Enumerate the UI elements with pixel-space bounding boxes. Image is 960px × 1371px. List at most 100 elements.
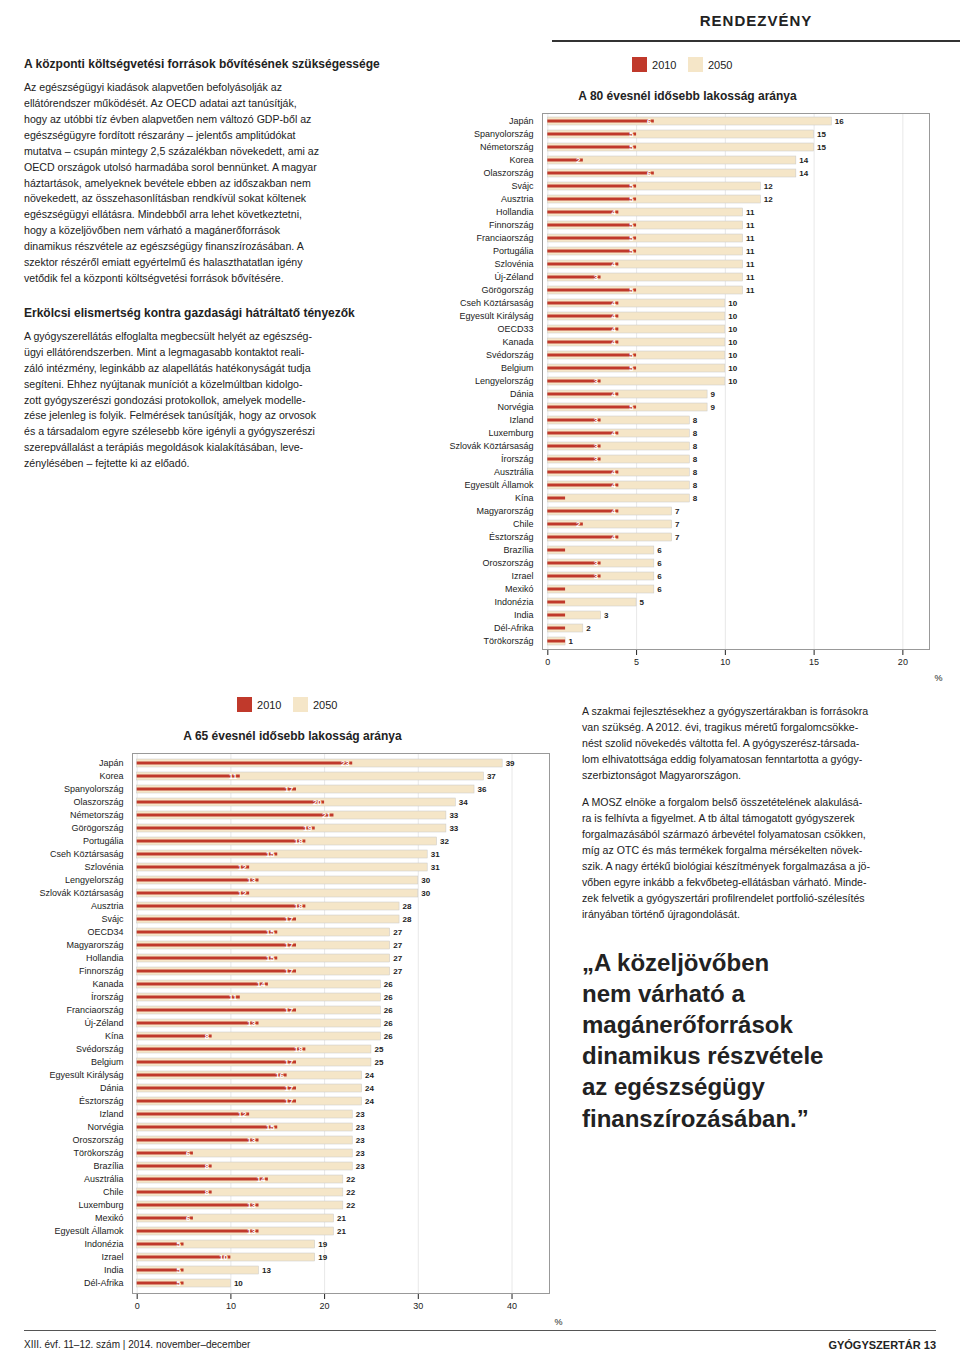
svg-text:10: 10 (728, 377, 737, 386)
svg-text:27: 27 (393, 954, 402, 963)
svg-text:Brazília: Brazília (503, 545, 533, 555)
svg-text:10: 10 (728, 312, 737, 321)
svg-text:4: 4 (611, 312, 616, 321)
svg-text:Kína: Kína (105, 1031, 124, 1041)
svg-text:5: 5 (629, 234, 634, 243)
svg-text:8: 8 (693, 481, 698, 490)
svg-text:Egyesült Államok: Egyesült Államok (54, 1226, 124, 1236)
svg-text:Kanada: Kanada (502, 337, 533, 347)
svg-text:Egyesült Királyság: Egyesült Királyság (459, 311, 533, 321)
svg-text:3: 3 (594, 572, 599, 581)
svg-text:10: 10 (226, 1300, 236, 1310)
svg-text:27: 27 (393, 941, 402, 950)
svg-text:Észtország: Észtország (489, 532, 534, 542)
svg-text:17: 17 (285, 1006, 294, 1015)
svg-text:Törökország: Törökország (483, 636, 533, 646)
svg-text:Lengyelország: Lengyelország (475, 376, 534, 386)
svg-text:Chile: Chile (513, 519, 534, 529)
svg-text:1: 1 (569, 637, 574, 646)
svg-text:Belgium: Belgium (501, 363, 534, 373)
svg-text:24: 24 (365, 1097, 374, 1106)
svg-text:19: 19 (303, 824, 312, 833)
svg-text:Hollandia: Hollandia (86, 953, 124, 963)
svg-text:27: 27 (393, 928, 402, 937)
svg-text:12: 12 (238, 863, 247, 872)
svg-text:4: 4 (611, 208, 616, 217)
svg-text:5: 5 (629, 182, 634, 191)
svg-text:25: 25 (374, 1045, 383, 1054)
svg-text:11: 11 (746, 286, 755, 295)
svg-text:Oroszország: Oroszország (482, 558, 533, 568)
svg-text:Ausztrália: Ausztrália (84, 1174, 124, 1184)
svg-text:34: 34 (459, 798, 468, 807)
svg-text:10: 10 (720, 656, 730, 666)
svg-text:9: 9 (711, 403, 716, 412)
svg-text:26: 26 (384, 993, 393, 1002)
svg-text:Németország: Németország (70, 810, 124, 820)
svg-text:25: 25 (374, 1058, 383, 1067)
svg-text:4: 4 (611, 468, 616, 477)
svg-text:Izrael: Izrael (101, 1252, 123, 1262)
svg-text:9: 9 (711, 390, 716, 399)
svg-text:Indonézia: Indonézia (84, 1239, 123, 1249)
svg-text:11: 11 (746, 221, 755, 230)
svg-text:Indonézia: Indonézia (494, 597, 533, 607)
svg-text:15: 15 (817, 143, 826, 152)
svg-text:Portugália: Portugália (83, 836, 124, 846)
svg-text:15: 15 (266, 928, 275, 937)
svg-text:Dánia: Dánia (100, 1083, 124, 1093)
svg-text:%: % (934, 672, 942, 682)
svg-text:4: 4 (611, 429, 616, 438)
svg-text:33: 33 (449, 811, 458, 820)
svg-text:15: 15 (266, 1123, 275, 1132)
svg-text:5: 5 (629, 143, 634, 152)
svg-text:3: 3 (594, 273, 599, 282)
svg-text:23: 23 (356, 1136, 365, 1145)
svg-text:26: 26 (384, 1032, 393, 1041)
svg-text:Magyarország: Magyarország (66, 940, 123, 950)
svg-text:Chile: Chile (103, 1187, 124, 1197)
svg-text:4: 4 (611, 533, 616, 542)
svg-text:Szlovénia: Szlovénia (494, 259, 533, 269)
svg-text:6: 6 (657, 546, 662, 555)
svg-text:28: 28 (403, 902, 412, 911)
svg-text:8: 8 (693, 455, 698, 464)
svg-text:13: 13 (247, 1019, 256, 1028)
svg-text:26: 26 (384, 1019, 393, 1028)
svg-text:6: 6 (657, 585, 662, 594)
svg-text:5: 5 (629, 286, 634, 295)
svg-text:11: 11 (746, 273, 755, 282)
svg-text:6: 6 (186, 1214, 191, 1223)
svg-text:%: % (554, 1316, 562, 1326)
svg-text:5: 5 (634, 656, 639, 666)
svg-text:23: 23 (356, 1162, 365, 1171)
svg-text:Írország: Írország (501, 454, 534, 464)
svg-text:Új-Zéland: Új-Zéland (84, 1018, 123, 1028)
svg-text:10: 10 (234, 1279, 243, 1288)
svg-text:21: 21 (337, 1214, 346, 1223)
svg-text:17: 17 (285, 941, 294, 950)
svg-text:20: 20 (898, 656, 908, 666)
svg-text:Mexikó: Mexikó (505, 584, 534, 594)
svg-text:Görögország: Görögország (71, 823, 123, 833)
svg-text:11: 11 (746, 208, 755, 217)
svg-text:13: 13 (247, 1227, 256, 1236)
svg-text:21: 21 (322, 811, 331, 820)
svg-text:19: 19 (318, 1253, 327, 1262)
svg-text:37: 37 (487, 772, 496, 781)
svg-text:14: 14 (799, 156, 808, 165)
svg-text:33: 33 (449, 824, 458, 833)
svg-text:11: 11 (229, 993, 238, 1002)
svg-text:5: 5 (629, 364, 634, 373)
svg-text:Luxemburg: Luxemburg (488, 428, 533, 438)
svg-text:17: 17 (285, 1058, 294, 1067)
svg-text:36: 36 (478, 785, 487, 794)
svg-text:5: 5 (629, 403, 634, 412)
svg-text:India: India (104, 1265, 124, 1275)
svg-text:3: 3 (594, 455, 599, 464)
svg-text:28: 28 (403, 915, 412, 924)
svg-text:Olaszország: Olaszország (73, 797, 123, 807)
svg-text:14: 14 (799, 169, 808, 178)
svg-text:8: 8 (693, 468, 698, 477)
svg-text:20: 20 (320, 1300, 330, 1310)
